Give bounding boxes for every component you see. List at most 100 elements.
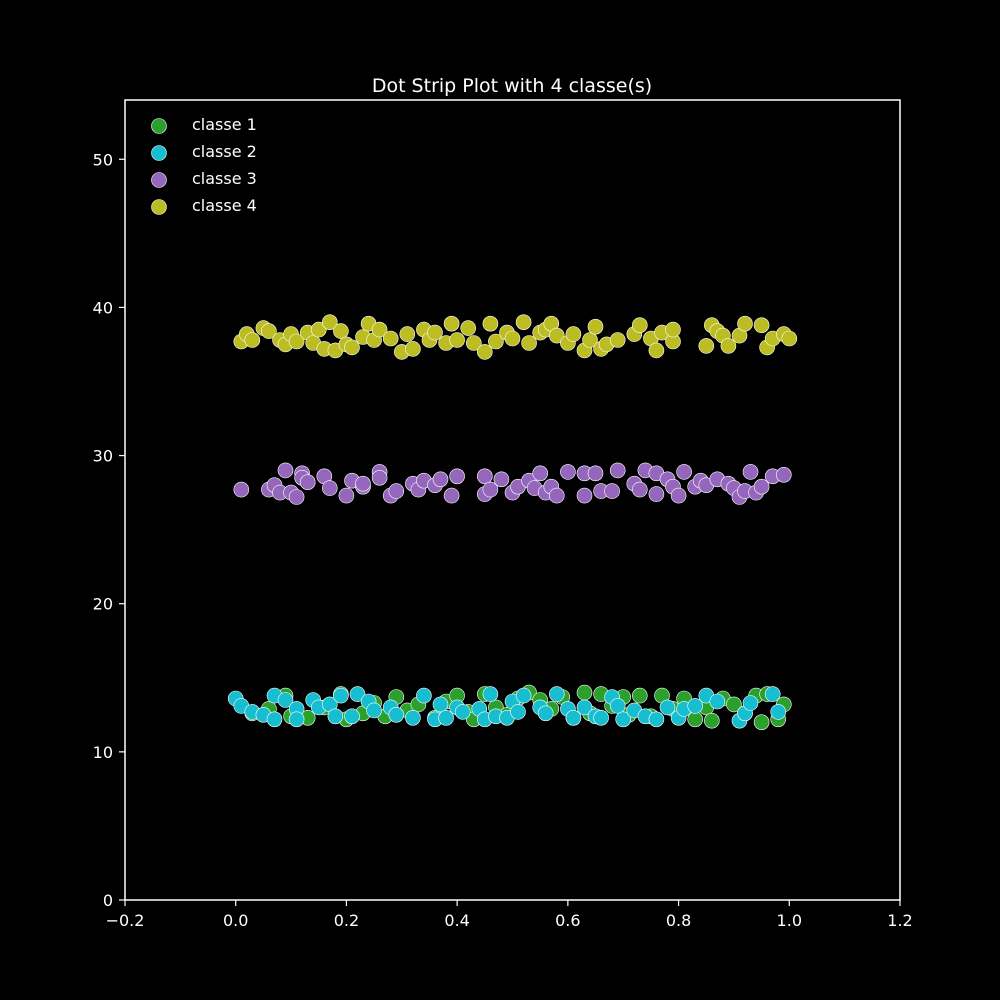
point-series-2: [687, 698, 704, 714]
point-series-3: [587, 465, 604, 482]
point-series-4: [382, 330, 399, 347]
x-tick-label: 0.4: [444, 911, 469, 930]
point-series-4: [476, 344, 493, 360]
point-series-2: [537, 705, 554, 722]
point-series-3: [277, 462, 294, 479]
point-series-2: [770, 704, 787, 720]
point-series-4: [399, 326, 416, 342]
point-series-3: [482, 481, 499, 498]
point-series-1: [753, 714, 770, 731]
point-series-3: [493, 471, 510, 488]
point-series-3: [476, 468, 493, 485]
point-series-2: [510, 704, 526, 720]
point-series-4: [488, 333, 504, 350]
x-tick-label: 0.0: [223, 911, 248, 930]
point-series-4: [548, 327, 565, 344]
chart-title: Dot Strip Plot with 4 classe(s): [372, 75, 652, 97]
point-series-4: [521, 335, 537, 351]
point-series-2: [709, 693, 726, 710]
legend: classe 1 classe 2 classe 3 classe 4: [151, 115, 257, 215]
point-series-3: [742, 464, 759, 480]
point-series-4: [737, 315, 753, 332]
point-series-4: [515, 314, 532, 331]
point-series-3: [532, 465, 549, 482]
point-series-4: [609, 332, 626, 348]
point-series-3: [321, 480, 338, 496]
point-series-4: [665, 321, 681, 338]
point-series-3: [670, 487, 687, 504]
y-tick-label: 50: [93, 150, 113, 169]
legend-marker: [151, 118, 167, 134]
point-series-3: [449, 468, 465, 485]
point-series-4: [504, 330, 521, 347]
point-series-4: [781, 330, 798, 347]
point-series-2: [742, 695, 759, 711]
point-series-3: [233, 481, 250, 498]
point-series-3: [355, 475, 371, 492]
point-series-4: [720, 338, 737, 354]
point-series-3: [288, 489, 305, 505]
point-series-2: [405, 709, 421, 726]
point-series-2: [438, 709, 454, 726]
point-series-4: [465, 335, 482, 351]
point-series-2: [277, 692, 294, 708]
point-series-2: [515, 687, 532, 704]
point-series-3: [648, 486, 665, 502]
x-tick-label: 1.0: [777, 911, 802, 930]
legend-label: classe 4: [192, 196, 257, 215]
point-series-2: [416, 687, 432, 704]
point-series-3: [548, 487, 565, 504]
legend-marker: [151, 145, 167, 161]
point-series-1: [576, 684, 593, 701]
point-series-4: [321, 314, 338, 331]
point-series-3: [753, 478, 770, 495]
point-series-4: [482, 315, 499, 332]
point-series-2: [482, 686, 499, 702]
point-series-4: [698, 338, 715, 354]
point-series-1: [631, 687, 648, 704]
x-tick-label: −0.2: [106, 911, 145, 930]
point-series-4: [449, 332, 465, 348]
point-series-3: [676, 464, 692, 480]
point-series-4: [310, 321, 327, 338]
point-series-4: [333, 323, 349, 339]
point-series-4: [261, 323, 277, 339]
point-series-4: [565, 326, 582, 342]
point-series-3: [604, 483, 620, 499]
point-series-3: [371, 469, 388, 486]
point-series-2: [615, 711, 632, 728]
x-tick-label: 1.2: [887, 911, 912, 930]
point-series-3: [775, 466, 792, 483]
plot-frame: [124, 99, 901, 901]
point-series-3: [576, 487, 593, 504]
point-series-2: [548, 686, 565, 702]
point-series-2: [349, 686, 366, 702]
point-series-2: [764, 686, 781, 702]
legend-label: classe 1: [192, 115, 257, 134]
point-series-4: [427, 324, 443, 341]
point-series-4: [587, 318, 604, 335]
point-series-2: [266, 711, 283, 728]
legend-label: classe 3: [192, 169, 257, 188]
points-layer: [227, 314, 798, 731]
point-series-4: [288, 333, 305, 350]
point-series-3: [338, 487, 355, 504]
point-series-2: [432, 696, 449, 713]
point-series-3: [560, 464, 576, 480]
point-series-4: [753, 317, 770, 334]
point-series-4: [244, 332, 261, 348]
y-tick-label: 20: [93, 595, 113, 614]
point-series-4: [460, 320, 477, 336]
x-tick-label: 0.8: [666, 911, 691, 930]
point-series-2: [333, 687, 349, 704]
point-series-2: [565, 709, 582, 726]
point-series-3: [432, 471, 449, 488]
point-series-4: [371, 321, 388, 338]
point-series-2: [344, 708, 360, 725]
point-series-2: [327, 708, 344, 725]
point-series-1: [726, 696, 742, 713]
point-series-2: [659, 699, 676, 716]
point-series-4: [648, 342, 665, 359]
